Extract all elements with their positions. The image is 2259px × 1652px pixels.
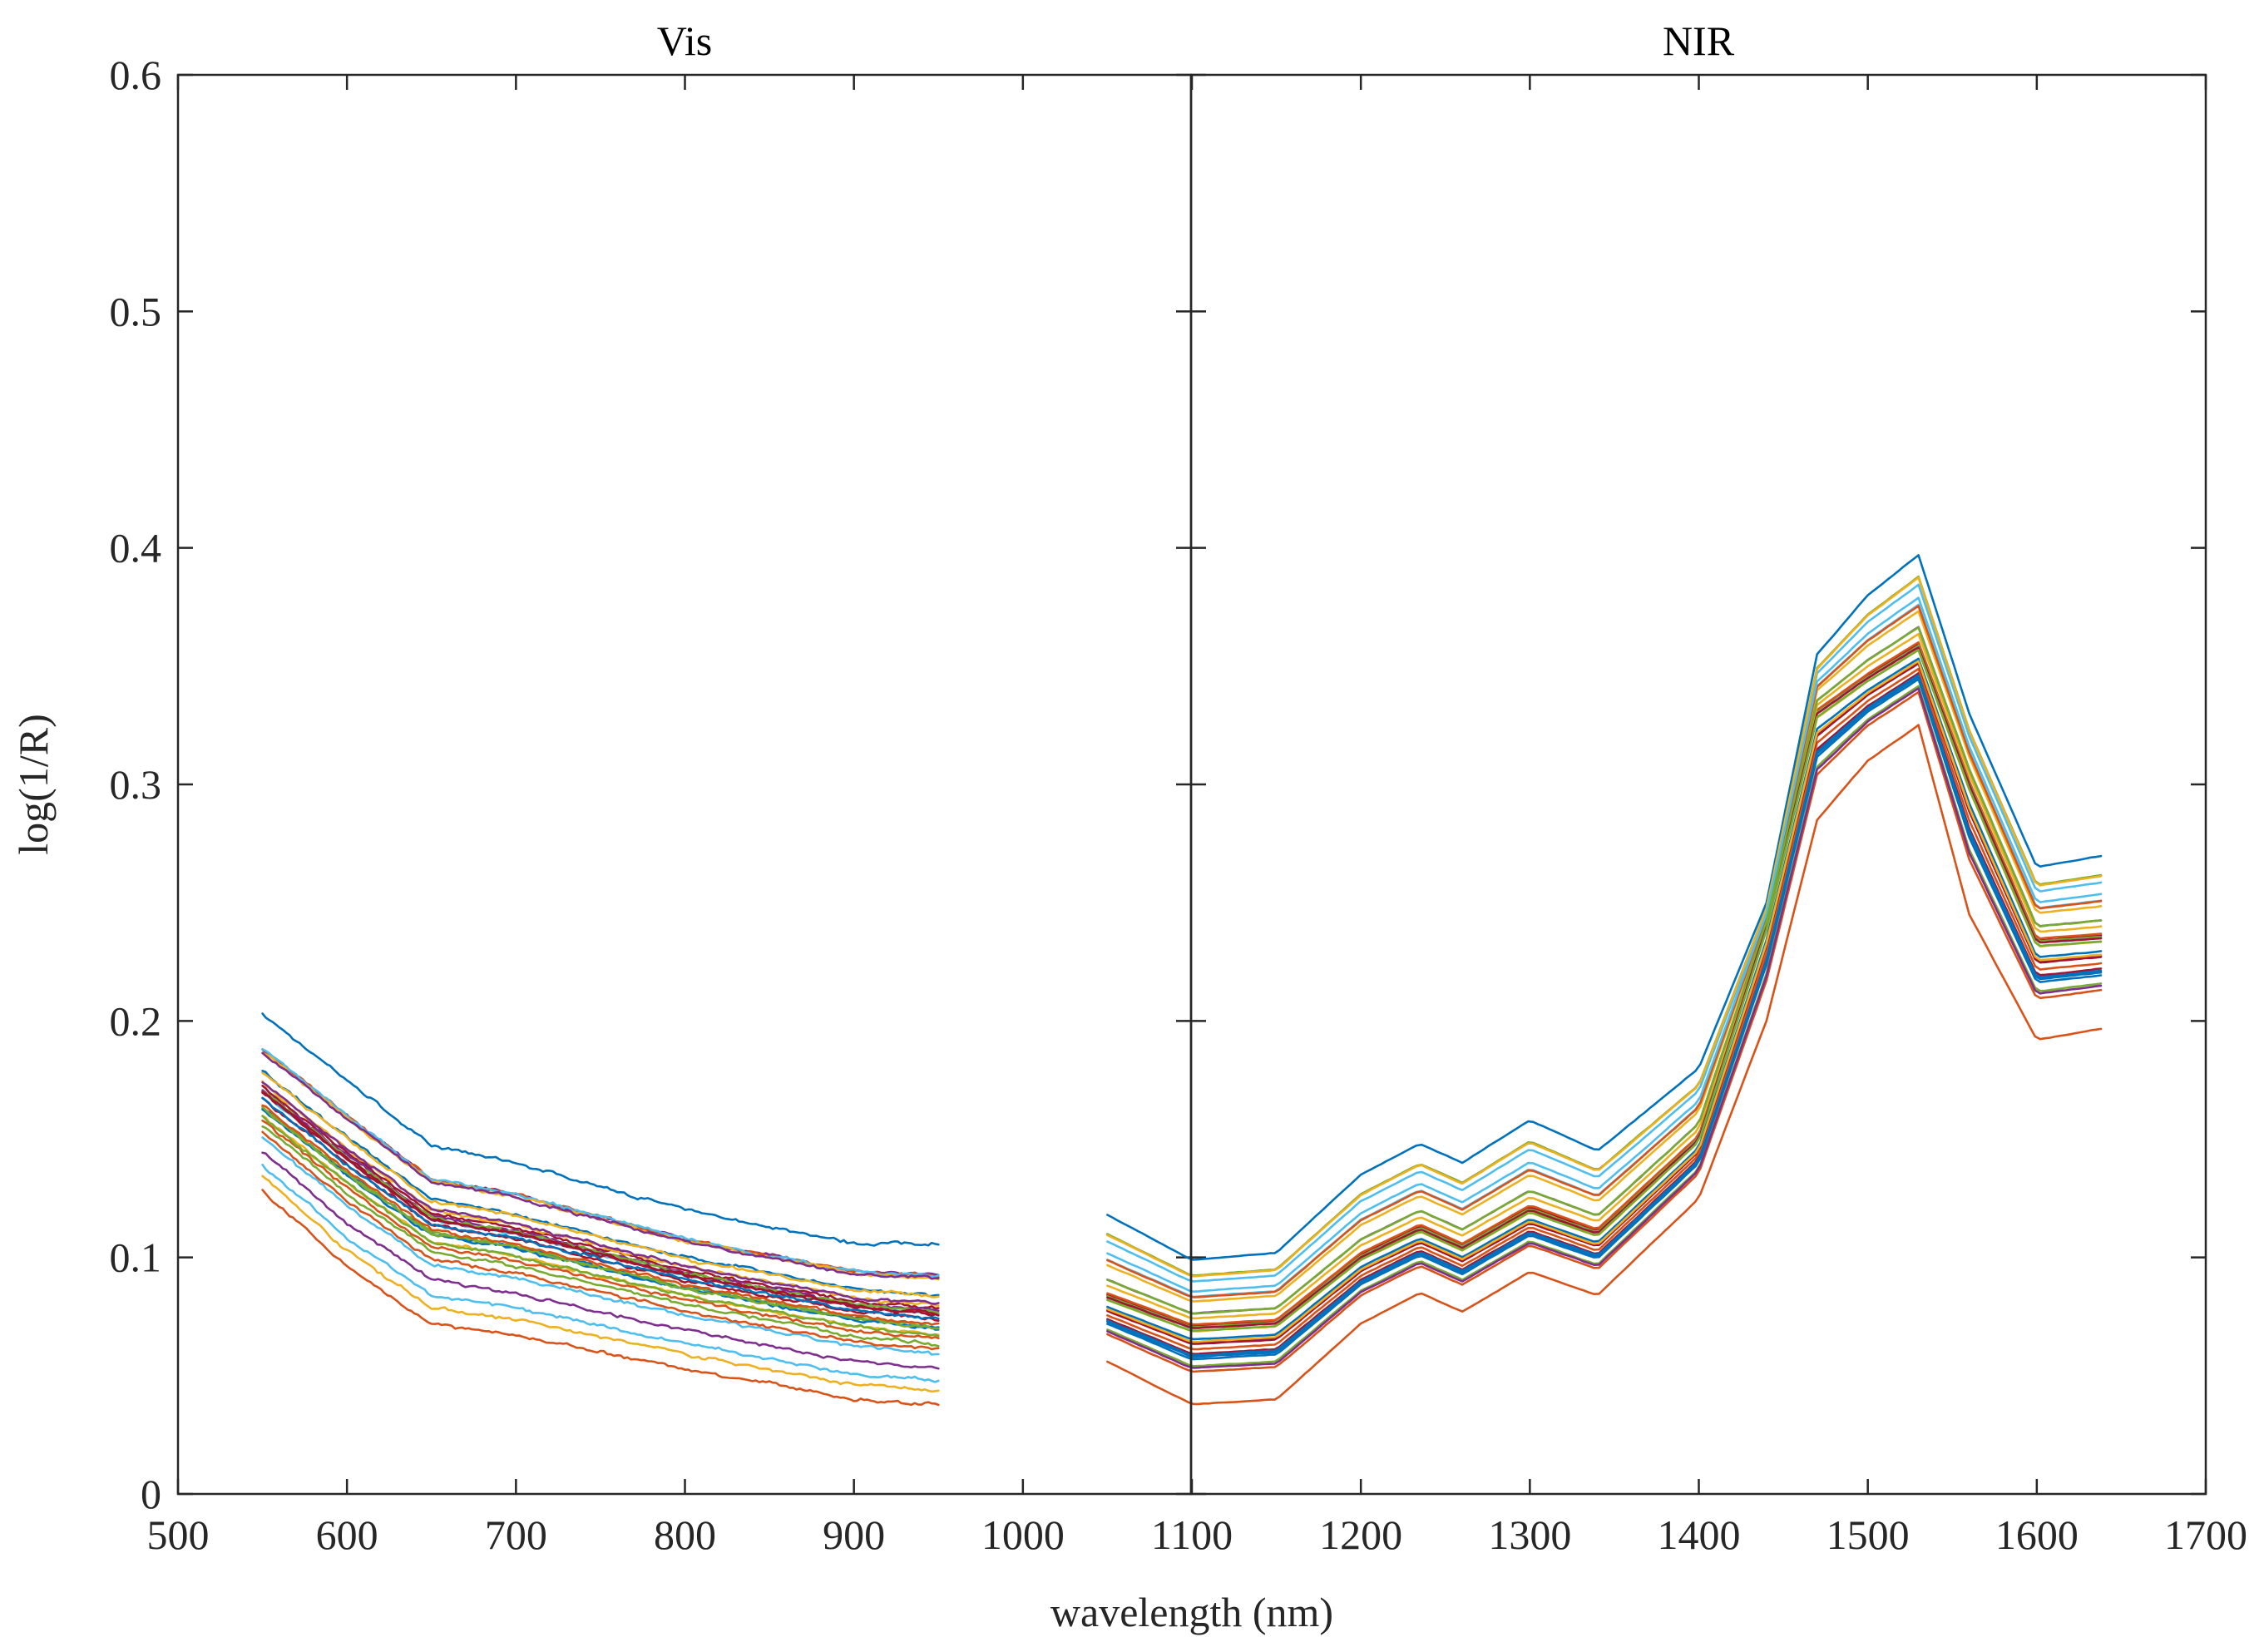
nir-spectra <box>1106 554 2103 1406</box>
vis-spectrum-line <box>261 1085 940 1310</box>
nir-spectrum-line <box>1106 687 2103 1369</box>
x-tick-label: 1100 <box>1151 1511 1233 1558</box>
nir-spectrum-line <box>1106 583 2103 1283</box>
vis-spectrum-line <box>261 1189 940 1407</box>
vis-spectrum-line <box>261 1051 940 1280</box>
vis-spectrum-line <box>261 1105 940 1330</box>
nir-spectrum-line <box>1106 657 2103 1341</box>
vis-panel-frame <box>176 73 1193 1496</box>
nir-spectrum-line <box>1106 646 2103 1329</box>
y-tick-labels: 0 0.1 0.2 0.3 0.4 0.5 0.6 <box>110 52 162 1517</box>
x-tick-label: 1300 <box>1488 1511 1571 1558</box>
x-tick-label: 1600 <box>1995 1511 2079 1558</box>
vis-spectrum-line <box>261 1125 940 1348</box>
vis-spectrum-line <box>261 1104 940 1326</box>
vis-spectrum-line <box>261 1012 940 1247</box>
y-tick-label: 0 <box>141 1471 161 1517</box>
x-tick-labels: 500 600 700 800 900 1000 1100 1200 1300 1400 1500 1… <box>147 1511 2248 1558</box>
y-tick-label: 0.6 <box>110 52 162 98</box>
nir-spectrum-line <box>1106 724 2103 1406</box>
nir-spectrum-line <box>1106 649 2103 1333</box>
nir-spectrum-line <box>1106 641 2103 1326</box>
x-tick-label: 900 <box>823 1511 885 1558</box>
y-tick-label: 0.5 <box>110 288 162 334</box>
nir-spectrum-line <box>1106 610 2103 1303</box>
vis-spectrum-line <box>261 1163 940 1383</box>
vis-spectrum-line <box>261 1071 940 1298</box>
nir-spectrum-line <box>1106 626 2103 1315</box>
nir-spectrum-line <box>1106 605 2103 1298</box>
x-tick-label: 1700 <box>2164 1511 2247 1558</box>
x-tick-label: 800 <box>654 1511 716 1558</box>
nir-spectrum-line <box>1106 678 2103 1361</box>
nir-spectrum-line <box>1106 667 2103 1351</box>
vis-spectrum-line <box>261 1091 940 1317</box>
vis-spectrum-line <box>261 1081 940 1305</box>
nir-spectrum-line <box>1106 660 2103 1343</box>
x-tick-label: 500 <box>147 1511 210 1558</box>
vis-spectrum-line <box>261 1096 940 1320</box>
vis-spectrum-line <box>261 1151 940 1370</box>
x-tick-label: 1500 <box>1826 1511 1910 1558</box>
vis-spectrum-line <box>261 1115 940 1338</box>
nir-spectrum-line <box>1106 674 2103 1357</box>
nir-panel-frame <box>1189 73 2207 1496</box>
y-axis-label: log(1/R) <box>10 714 57 854</box>
vis-panel-title: Vis <box>657 17 712 64</box>
vis-spectrum-line <box>261 1051 940 1281</box>
vis-spectrum-line <box>261 1119 940 1340</box>
vis-spectra <box>261 1012 940 1407</box>
x-tick-label: 1200 <box>1319 1511 1402 1558</box>
vis-spectrum-line <box>261 1091 940 1315</box>
nir-spectrum-line <box>1106 632 2103 1320</box>
y-tick-label: 0.1 <box>110 1234 162 1281</box>
nir-spectrum-line <box>1106 690 2103 1373</box>
vis-spectrum-line <box>261 1136 940 1356</box>
x-tick-label: 1000 <box>981 1511 1065 1558</box>
nir-spectrum-line <box>1106 576 2103 1278</box>
nir-panel-title: NIR <box>1663 17 1735 64</box>
x-tick-label: 600 <box>316 1511 378 1558</box>
nir-spectrum-line <box>1106 596 2103 1293</box>
x-axis-label: wavelength (nm) <box>1050 1589 1333 1635</box>
vis-spectrum-line <box>261 1175 940 1393</box>
y-tick-label: 0.3 <box>110 761 162 808</box>
x-tick-label: 700 <box>485 1511 547 1558</box>
vis-spectrum-line <box>261 1130 940 1351</box>
x-tick-label: 1400 <box>1658 1511 1741 1558</box>
vis-spectrum-line <box>261 1091 940 1317</box>
y-tick-label: 0.2 <box>110 997 162 1044</box>
nir-spectrum-line <box>1106 554 2103 1261</box>
nir-spectrum-line <box>1106 645 2103 1328</box>
y-tick-label: 0.4 <box>110 525 162 571</box>
